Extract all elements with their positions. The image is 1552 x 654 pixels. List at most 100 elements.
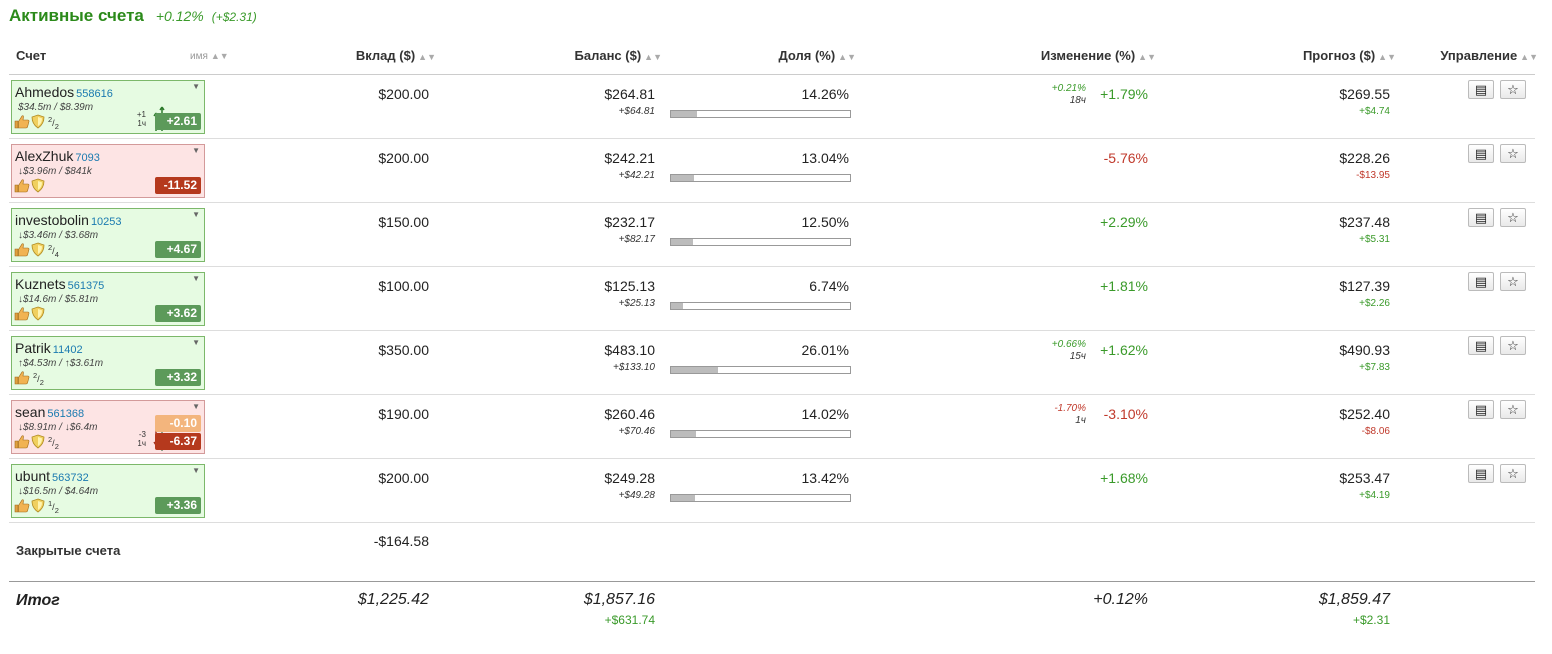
table-row: ▼ sean 561368 ↓$8.91m / ↓$6.4m 2/2 -3 1ч -0.10-… <box>9 395 1535 459</box>
account-stats: ↓$3.46m / $3.68m <box>18 230 99 241</box>
account-name[interactable]: Ahmedos <box>15 84 75 100</box>
table-row: ▼ Kuznets 561375 ↓$14.6m / $5.81m +3.62 $100.… <box>9 267 1535 331</box>
share-bar-fill <box>671 175 695 181</box>
header-forecast[interactable]: Прогноз ($) ▲▼ <box>1303 48 1396 63</box>
share-bar-fill <box>671 111 697 117</box>
deposit-value: $200.00 <box>378 470 429 486</box>
header-balance[interactable]: Баланс ($) ▲▼ <box>575 48 662 63</box>
forecast-delta: +$5.31 <box>1359 234 1390 245</box>
sort-arrows-icon: ▲▼ <box>210 51 229 61</box>
header-deposit-label: Вклад ($) <box>355 48 416 63</box>
account-name[interactable]: sean <box>15 404 46 420</box>
dropdown-triangle-icon[interactable]: ▼ <box>192 402 200 411</box>
account-card[interactable]: ▼ AlexZhuk 7093 ↓$3.96m / $841k -11.52 <box>11 144 205 198</box>
total-label: Итог <box>16 592 60 609</box>
share-bar-fill <box>671 239 694 245</box>
total-balance: $1,857.16 <box>583 591 655 608</box>
favorite-button[interactable]: ☆ <box>1500 144 1526 163</box>
list-icon: ▤ <box>1474 273 1488 289</box>
rating-numerator: 2 <box>48 243 53 253</box>
sort-arrows-icon: ▲▼ <box>1520 52 1538 62</box>
share-value: 14.26% <box>801 86 849 102</box>
account-id[interactable]: 11402 <box>52 344 83 356</box>
favorite-button[interactable]: ☆ <box>1500 336 1526 355</box>
account-stats: ↑$4.53m / ↑$3.61m <box>18 358 104 369</box>
account-id[interactable]: 561368 <box>47 408 85 420</box>
recent-change-percent: -1.70% <box>1054 403 1086 414</box>
details-button[interactable]: ▤ <box>1468 336 1494 355</box>
account-name[interactable]: investobolin <box>15 212 89 228</box>
favorite-button[interactable]: ☆ <box>1500 80 1526 99</box>
account-stats: ↓$14.6m / $5.81m <box>18 294 99 305</box>
account-name-block: Kuznets 561375 <box>15 276 104 292</box>
page-title: Активные счета <box>9 6 144 25</box>
favorite-button[interactable]: ☆ <box>1500 400 1526 419</box>
account-id[interactable]: 7093 <box>75 152 100 164</box>
shield-icon <box>30 178 45 196</box>
account-name[interactable]: Patrik <box>15 340 51 356</box>
details-button[interactable]: ▤ <box>1468 400 1494 419</box>
account-name-block: investobolin 10253 <box>15 212 122 228</box>
change-value: -5.76% <box>1103 150 1148 166</box>
account-id[interactable]: 558616 <box>76 88 113 100</box>
details-button[interactable]: ▤ <box>1468 464 1494 483</box>
rating-numerator: 2 <box>48 115 53 125</box>
account-card[interactable]: ▼ sean 561368 ↓$8.91m / ↓$6.4m 2/2 -3 1ч -0.10-… <box>11 400 205 454</box>
change-value: -3.10% <box>1103 406 1148 422</box>
thumbs-up-icon <box>14 498 30 516</box>
dropdown-triangle-icon[interactable]: ▼ <box>192 146 200 155</box>
account-card[interactable]: ▼ investobolin 10253 ↓$3.46m / $3.68m 2/4 +4.… <box>11 208 205 262</box>
dropdown-triangle-icon[interactable]: ▼ <box>192 466 200 475</box>
details-button[interactable]: ▤ <box>1468 80 1494 99</box>
forecast-value: $490.93 <box>1339 342 1390 358</box>
total-change-percent: +0.12% <box>155 8 204 24</box>
account-card[interactable]: ▼ ubunt 563732 ↓$16.5m / $4.64m 1/2 +3.36 <box>11 464 205 518</box>
share-bar <box>670 430 851 438</box>
shield-icon <box>30 306 45 324</box>
dropdown-triangle-icon[interactable]: ▼ <box>192 82 200 91</box>
trend-label: +1 1ч <box>137 110 146 128</box>
favorite-button[interactable]: ☆ <box>1500 208 1526 227</box>
account-card[interactable]: ▼ Ahmedos 558616 $34.5m / $8.39m 2/2 +1 1ч +2.6… <box>11 80 205 134</box>
share-value: 12.50% <box>801 214 849 230</box>
recent-change-percent: +0.66% <box>1051 339 1086 350</box>
account-stats: ↓$3.96m / $841k <box>18 166 92 177</box>
deposit-value: $200.00 <box>378 86 429 102</box>
favorite-button[interactable]: ☆ <box>1500 464 1526 483</box>
recent-change-period: 18ч <box>1069 95 1086 106</box>
sort-by-name[interactable]: имя ▲▼ <box>190 51 229 62</box>
deposit-value: $200.00 <box>378 150 429 166</box>
header-change-label: Изменение (%) <box>1040 48 1136 63</box>
dropdown-triangle-icon[interactable]: ▼ <box>192 210 200 219</box>
account-name[interactable]: AlexZhuk <box>15 148 74 164</box>
favorite-button[interactable]: ☆ <box>1500 272 1526 291</box>
rating-fraction: 2/2 <box>48 115 59 131</box>
account-id[interactable]: 561375 <box>67 280 105 292</box>
change-value: +2.29% <box>1100 214 1148 230</box>
balance-delta: +$64.81 <box>618 106 655 117</box>
shield-icon <box>30 498 45 516</box>
dropdown-triangle-icon[interactable]: ▼ <box>192 338 200 347</box>
details-button[interactable]: ▤ <box>1468 144 1494 163</box>
table-row: ▼ Patrik 11402 ↑$4.53m / ↑$3.61m 2/2 +3.32 $35… <box>9 331 1535 395</box>
header-manage[interactable]: Управление ▲▼ <box>1440 48 1538 63</box>
account-icons: 2/4 <box>14 242 59 259</box>
account-card[interactable]: ▼ Patrik 11402 ↑$4.53m / ↑$3.61m 2/2 +3.32 <box>11 336 205 390</box>
account-card[interactable]: ▼ Kuznets 561375 ↓$14.6m / $5.81m +3.62 <box>11 272 205 326</box>
dropdown-triangle-icon[interactable]: ▼ <box>192 274 200 283</box>
page-header: Активные счета +0.12% (+$2.31) <box>9 6 257 28</box>
account-name[interactable]: Kuznets <box>15 276 66 292</box>
details-button[interactable]: ▤ <box>1468 208 1494 227</box>
header-deposit[interactable]: Вклад ($) ▲▼ <box>356 48 436 63</box>
account-name[interactable]: ubunt <box>15 468 51 484</box>
balance-delta: +$70.46 <box>618 426 655 437</box>
account-id[interactable]: 10253 <box>90 216 122 228</box>
list-icon: ▤ <box>1474 401 1488 417</box>
header-change[interactable]: Изменение (%) ▲▼ <box>1041 48 1156 63</box>
header-share[interactable]: Доля (%) ▲▼ <box>778 48 856 63</box>
forecast-value: $253.47 <box>1339 470 1390 486</box>
shield-icon <box>30 114 45 132</box>
details-button[interactable]: ▤ <box>1468 272 1494 291</box>
account-id[interactable]: 563732 <box>52 472 89 484</box>
forecast-delta: +$4.19 <box>1359 490 1390 501</box>
